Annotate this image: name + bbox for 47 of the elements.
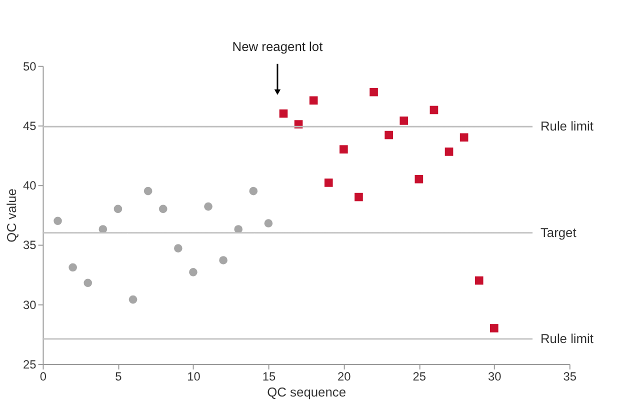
x-tick-label: 5	[115, 369, 122, 384]
point	[384, 130, 393, 140]
point	[370, 88, 378, 96]
point	[158, 204, 168, 214]
y-axis-title: QC value	[4, 188, 20, 242]
y-tick-label: 35	[23, 238, 37, 252]
x-tick-label: 30	[488, 369, 502, 384]
y-tick-label: 50	[23, 59, 37, 74]
point	[204, 202, 212, 211]
y-tick-label: 30	[23, 298, 37, 312]
point	[84, 278, 92, 288]
x-tick-label: 25	[412, 369, 426, 384]
y-tick-label: 40	[23, 178, 37, 193]
x-tick-label: 15	[262, 369, 276, 384]
point	[219, 256, 228, 264]
point	[340, 145, 348, 154]
point	[189, 268, 198, 276]
annotation: New reagent lot	[232, 38, 324, 54]
point	[309, 96, 318, 105]
y-tick-label: 25	[23, 357, 37, 372]
point	[128, 295, 138, 304]
x-axis-title: QC sequence	[267, 384, 346, 400]
x-tick-label: 10	[187, 369, 201, 384]
point	[490, 324, 498, 332]
point	[430, 106, 438, 114]
point	[354, 192, 363, 202]
point	[264, 219, 273, 228]
point	[444, 148, 454, 156]
point	[400, 116, 408, 125]
ref-line-label: Target	[540, 224, 577, 240]
point	[324, 178, 333, 187]
x-tick-label: 0	[40, 369, 47, 384]
point	[144, 186, 152, 196]
point	[249, 186, 258, 196]
point	[460, 133, 468, 142]
x-tick-label: 20	[338, 369, 352, 384]
ref-line-label: Rule limit	[540, 330, 594, 346]
point	[68, 263, 77, 272]
point	[414, 174, 424, 184]
point	[279, 109, 288, 118]
point	[474, 276, 484, 285]
y-tick-label: 45	[23, 118, 37, 133]
point	[174, 244, 182, 252]
point	[54, 216, 62, 226]
point	[114, 204, 122, 214]
ref-line-label: Rule limit	[540, 118, 594, 134]
x-tick-label: 35	[563, 369, 577, 384]
